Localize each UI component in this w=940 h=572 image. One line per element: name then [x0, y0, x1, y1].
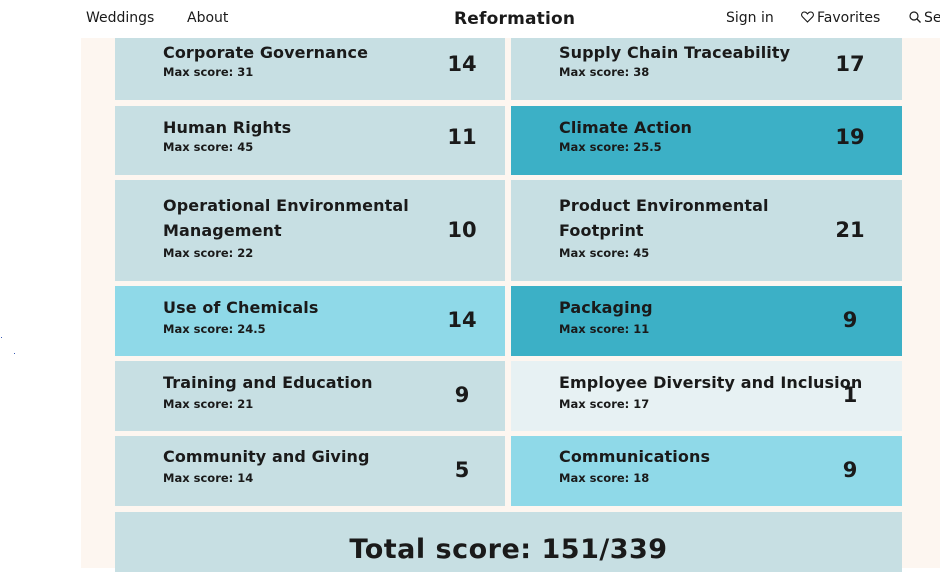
max-score-value: 38: [633, 65, 650, 79]
max-score-label: Max score:: [559, 246, 630, 260]
score-card: Community and Giving Max score: 14 5: [115, 436, 505, 506]
card-max-score: Max score: 24.5: [163, 322, 266, 336]
max-score-value: 24.5: [237, 322, 266, 336]
card-title: Use of Chemicals: [163, 298, 319, 317]
score-card: Supply Chain Traceability Max score: 38 17: [511, 38, 902, 100]
favorites-label: Favorites: [817, 10, 881, 26]
score-card: Corporate Governance Max score: 31 14: [115, 38, 505, 100]
search-icon: [909, 11, 921, 23]
card-max-score: Max score: 14: [163, 471, 253, 485]
max-score-value: 11: [633, 322, 650, 336]
max-score-value: 45: [633, 246, 650, 260]
score-card: Operational Environmental Management Max s…: [115, 180, 505, 281]
card-title-line: Management: [163, 221, 282, 240]
card-score-value: 9: [842, 458, 858, 482]
max-score-value: 22: [237, 246, 254, 260]
card-title: Climate Action: [559, 118, 693, 137]
max-score-value: 45: [237, 140, 254, 154]
card-score-value: 1: [842, 383, 858, 407]
card-score-value: 19: [835, 125, 865, 149]
card-max-score: Max score: 45: [163, 140, 253, 154]
score-card: Packaging Max score: 11 9: [511, 286, 902, 356]
max-score-label: Max score:: [559, 471, 630, 485]
score-card: Communications Max score: 18 9: [511, 436, 902, 506]
max-score-label: Max score:: [559, 397, 630, 411]
total-score-banner: Total score: 151/339: [115, 512, 902, 572]
max-score-value: 18: [633, 471, 650, 485]
search-label: Se: [924, 10, 940, 26]
card-score-value: 14: [447, 308, 477, 332]
card-title: Training and Education: [163, 373, 373, 392]
heart-icon: [801, 11, 814, 23]
card-title-line: Product Environmental: [559, 196, 769, 215]
card-max-score: Max score: 45: [559, 246, 649, 260]
card-max-score: Max score: 25.5: [559, 140, 662, 154]
max-score-value: 17: [633, 397, 650, 411]
nav-link-about[interactable]: About: [187, 10, 229, 26]
card-max-score: Max score: 31: [163, 65, 253, 79]
card-title: Corporate Governance: [163, 43, 369, 62]
score-card: Human Rights Max score: 45 11: [115, 106, 505, 175]
card-score-value: 9: [454, 383, 470, 407]
card-title: Supply Chain Traceability: [559, 43, 791, 62]
score-card: Climate Action Max score: 25.5 19: [511, 106, 902, 175]
total-score-text: Total score: 151/339: [349, 534, 668, 565]
stray-dot: [14, 353, 15, 354]
max-score-label: Max score:: [163, 246, 234, 260]
max-score-value: 25.5: [633, 140, 662, 154]
card-score-value: 21: [835, 218, 865, 242]
card-title-line: Footprint: [559, 221, 644, 240]
sign-in-link[interactable]: Sign in: [726, 10, 774, 26]
nav-link-weddings[interactable]: Weddings: [86, 10, 155, 26]
card-title: Community and Giving: [163, 447, 370, 466]
card-title-line: Operational Environmental: [163, 196, 409, 215]
card-score-value: 11: [447, 125, 477, 149]
max-score-value: 14: [237, 471, 254, 485]
card-title: Employee Diversity and Inclusion: [559, 373, 863, 392]
card-max-score: Max score: 17: [559, 397, 649, 411]
max-score-label: Max score:: [163, 397, 234, 411]
card-max-score: Max score: 21: [163, 397, 253, 411]
stray-dot: [1, 337, 2, 338]
top-navigation: Weddings About Reformation Sign in Favor…: [0, 0, 940, 38]
card-max-score: Max score: 11: [559, 322, 649, 336]
favorites-link[interactable]: Favorites: [801, 10, 880, 26]
max-score-value: 21: [237, 397, 254, 411]
card-title: Human Rights: [163, 118, 292, 137]
max-score-label: Max score:: [559, 322, 630, 336]
card-score-value: 5: [454, 458, 470, 482]
score-card: Product Environmental Footprint Max score:…: [511, 180, 902, 281]
card-max-score: Max score: 18: [559, 471, 649, 485]
score-card: Use of Chemicals Max score: 24.5 14: [115, 286, 505, 356]
card-title: Packaging: [559, 298, 653, 317]
max-score-label: Max score:: [559, 140, 630, 154]
card-max-score: Max score: 38: [559, 65, 649, 79]
search-link[interactable]: Se: [909, 10, 940, 26]
brand-logo[interactable]: Reformation: [454, 9, 576, 29]
card-score-value: 10: [447, 218, 477, 242]
max-score-label: Max score:: [163, 140, 234, 154]
card-max-score: Max score: 22: [163, 246, 253, 260]
card-score-value: 14: [447, 52, 477, 76]
max-score-label: Max score:: [163, 322, 234, 336]
score-card: Employee Diversity and Inclusion Max scor…: [511, 361, 902, 431]
max-score-label: Max score:: [163, 65, 234, 79]
card-score-value: 9: [842, 308, 858, 332]
card-score-value: 17: [835, 52, 865, 76]
max-score-value: 31: [237, 65, 254, 79]
card-title: Communications: [559, 447, 711, 466]
max-score-label: Max score:: [163, 471, 234, 485]
max-score-label: Max score:: [559, 65, 630, 79]
score-card: Training and Education Max score: 21 9: [115, 361, 505, 431]
